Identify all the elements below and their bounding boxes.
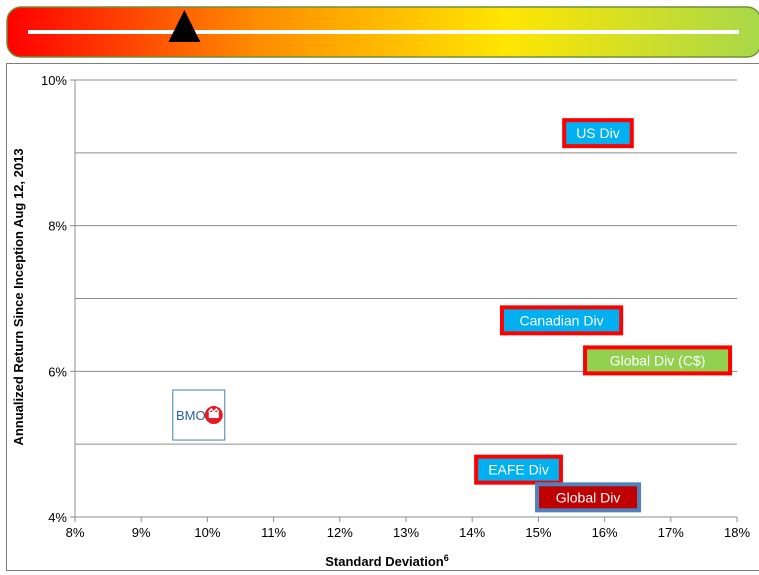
x-axis-title-superscript: 6 <box>444 553 449 563</box>
y-axis-title: Annualized Return Since Inception Aug 12… <box>11 148 26 445</box>
data-point-box <box>566 122 630 145</box>
data-point-box <box>478 458 559 481</box>
logo-layer: BMO <box>172 389 226 441</box>
x-tick-label: 10% <box>194 525 220 540</box>
risk-meter <box>6 6 759 58</box>
tick-label-layer: 8% 9% 10% 11% 12% 13% 14% 15% 16% 17% 18% 4% 6% 8% 10% <box>41 73 750 540</box>
x-tick-label: 15% <box>525 525 551 540</box>
data-point-label: Global Div (C$) <box>610 352 706 368</box>
data-point: EAFE Div <box>474 454 563 485</box>
y-tick-label: 10% <box>41 73 67 88</box>
data-point: Global Div (C$) <box>583 345 733 376</box>
chart-frame: 8% 9% 10% 11% 12% 13% 14% 15% 16% 17% 18% 4% 6% 8% 10%… <box>6 63 759 571</box>
x-tick-label: 14% <box>459 525 485 540</box>
y-tick-label: 6% <box>48 364 67 379</box>
x-tick-label: 17% <box>658 525 684 540</box>
bmo-logo-icon: BMO <box>172 389 226 441</box>
x-tick-label: 11% <box>261 525 286 540</box>
scatter-chart: 8% 9% 10% 11% 12% 13% 14% 15% 16% 17% 18% 4% 6% 8% 10%… <box>11 73 750 569</box>
x-tick-label: 12% <box>327 525 353 540</box>
data-point-label: Canadian Div <box>520 312 604 328</box>
data-point-label: EAFE Div <box>488 462 549 478</box>
data-point-box <box>587 349 729 372</box>
x-tick-label: 16% <box>592 525 618 540</box>
data-point-label: US Div <box>576 125 620 141</box>
x-axis-title-text: Standard Deviation <box>325 554 444 569</box>
x-tick-label: 13% <box>393 525 419 540</box>
bmo-logo-text: BMO <box>176 408 206 423</box>
risk-indicator-triangle-icon <box>168 10 201 42</box>
data-point-box <box>503 309 620 332</box>
data-point: Canadian Div <box>499 305 624 336</box>
x-tick-label: 8% <box>66 525 85 540</box>
x-tick-label: 9% <box>132 525 151 540</box>
data-point: Global Div <box>535 482 642 513</box>
data-point: US Div <box>562 118 634 149</box>
data-point-layer: US Div Canadian Div Global Div (C$) EAFE Di… <box>474 118 733 513</box>
axis-layer <box>70 79 738 522</box>
data-point-label: Global Div <box>556 489 621 505</box>
y-tick-label: 4% <box>48 510 67 525</box>
y-tick-label: 8% <box>48 219 67 234</box>
x-tick-label: 18% <box>724 525 750 540</box>
data-point-box <box>539 486 638 509</box>
x-axis-title: Standard Deviation6 <box>325 553 448 569</box>
